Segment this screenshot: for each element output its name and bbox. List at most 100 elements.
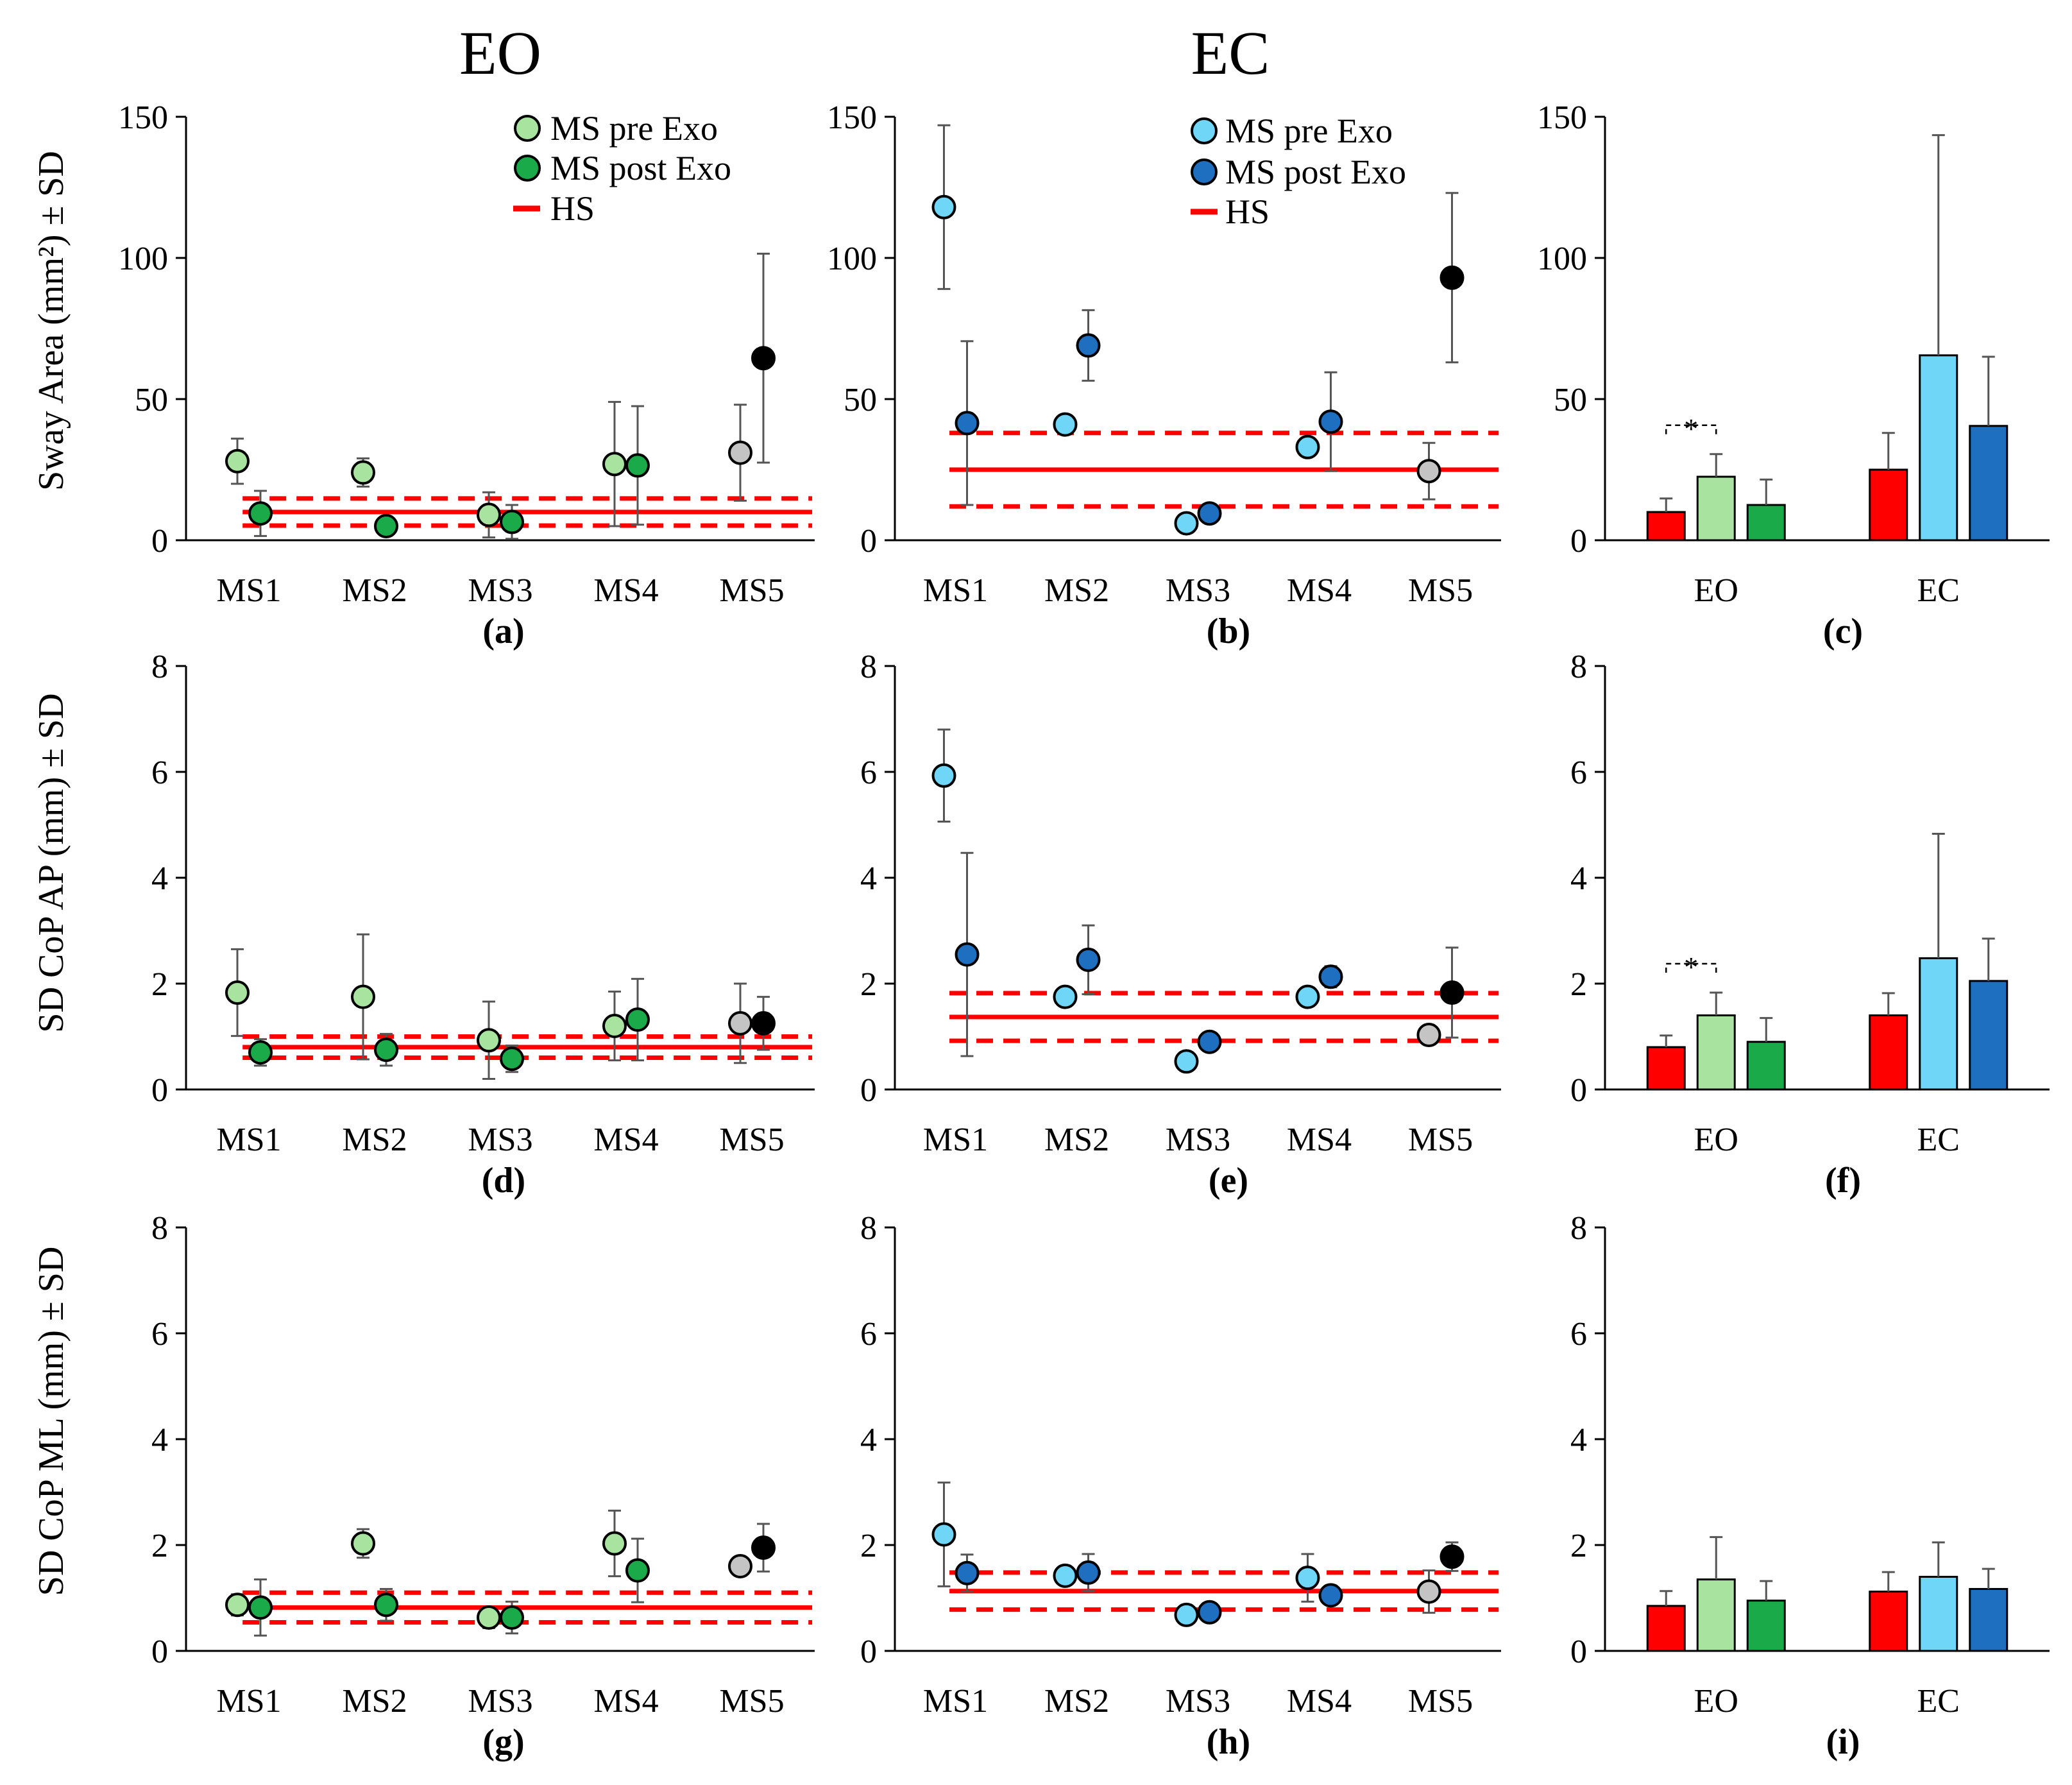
panel-g: 0 2 4 6 8 (g) MS1 MS2 MS3 MS4 MS5 xyxy=(151,1210,815,1762)
ms-pre-exo-point xyxy=(728,440,752,465)
y-tick-label: 50 xyxy=(1554,382,1587,418)
x-tick-label: EO xyxy=(1694,572,1738,609)
ms-pre-exo-point xyxy=(602,1014,627,1038)
ms-pre-exo-point xyxy=(1416,1579,1441,1604)
legend-eo-hs-label: HS xyxy=(550,189,595,228)
legend-ec-post-label: MS post Exo xyxy=(1225,153,1406,191)
ms-pre-exo-point xyxy=(1053,412,1078,437)
ms-pre-exo-bar xyxy=(1919,354,1958,542)
panel-label: (b) xyxy=(1207,611,1250,651)
significance-bracket xyxy=(1665,424,1717,434)
y-tick-label: 2 xyxy=(860,1528,877,1564)
ms-pre-exo-point xyxy=(1174,1602,1199,1627)
ms-pre-exo-point xyxy=(1053,984,1078,1009)
ms-post-exo-point xyxy=(751,1011,776,1036)
x-tick-label: MS1 xyxy=(923,1683,988,1720)
ms-post-exo-point xyxy=(751,1535,776,1560)
x-tick-label: MS5 xyxy=(719,1683,784,1720)
y-tick-label: 4 xyxy=(860,860,877,897)
ms-post-exo-point xyxy=(955,942,980,967)
x-tick-label: MS2 xyxy=(342,1683,407,1720)
x-tick-label: MS2 xyxy=(1044,1122,1109,1158)
y-tick-label: 2 xyxy=(151,966,168,1003)
hs-bar xyxy=(1869,1591,1908,1652)
y-tick-label: 2 xyxy=(151,1528,168,1564)
ms-pre-exo-point xyxy=(225,1593,250,1618)
x-tick-label: MS4 xyxy=(1287,1122,1352,1158)
x-tick-label: MS3 xyxy=(468,1122,532,1158)
y-axis-label-sd-cop-ml: SD CoP ML (mm) ± SD xyxy=(31,1247,71,1596)
column-title-eo: EO xyxy=(459,19,541,87)
ms-post-exo-point xyxy=(248,501,273,526)
legend-ec-pre-marker xyxy=(1191,117,1218,144)
ms-pre-exo-point xyxy=(351,984,375,1009)
ms-post-exo-point xyxy=(1318,1583,1343,1608)
x-tick-label: MS3 xyxy=(1166,1122,1230,1158)
y-tick-label: 0 xyxy=(151,1634,168,1670)
y-tick-label: 50 xyxy=(844,382,877,418)
panel-h: 0 2 4 6 8 (h) MS1 MS2 MS3 MS4 MS5 xyxy=(860,1210,1501,1762)
ms-post-exo-point xyxy=(1197,1600,1222,1625)
x-tick-label: MS2 xyxy=(1044,1683,1109,1720)
x-tick-label: EC xyxy=(1917,1683,1960,1720)
y-tick-label: 4 xyxy=(151,1422,168,1458)
y-tick-label: 0 xyxy=(1570,1634,1587,1670)
ms-post-exo-point xyxy=(625,1558,650,1583)
ms-pre-exo-point xyxy=(1416,1023,1441,1048)
y-tick-label: 2 xyxy=(860,966,877,1003)
ms-post-exo-point xyxy=(500,1605,524,1630)
x-tick-label: MS3 xyxy=(468,1683,532,1720)
panel-a: 0 50 100 150 (a) MS1 MS2 MS3 MS4 MS5 xyxy=(118,99,815,651)
ms-pre-exo-point xyxy=(1295,984,1320,1009)
ms-post-exo-point xyxy=(1197,501,1222,526)
y-tick-label: 6 xyxy=(1570,755,1587,791)
ms-pre-exo-point xyxy=(1295,434,1320,459)
panel-label: (f) xyxy=(1825,1161,1861,1200)
y-tick-label: 8 xyxy=(151,649,168,685)
y-tick-label: 100 xyxy=(827,241,877,277)
legend-ec-post-marker xyxy=(1191,158,1218,185)
y-tick-label: 4 xyxy=(151,860,168,897)
y-axis-label-sway-area: Sway Area (mm²) ± SD xyxy=(31,151,71,491)
y-tick-label: 4 xyxy=(1570,1422,1587,1458)
hs-bar xyxy=(1646,511,1686,542)
panel-d: 0 2 4 6 8 (d) MS1 MS2 MS3 MS4 MS5 xyxy=(151,649,815,1200)
ms-pre-exo-point xyxy=(602,452,627,477)
panel-label: (e) xyxy=(1209,1161,1248,1200)
x-tick-label: MS4 xyxy=(593,1122,658,1158)
panel-e: 0 2 4 6 8 (e) MS1 MS2 MS3 MS4 MS5 xyxy=(860,649,1501,1200)
x-tick-label: EO xyxy=(1694,1122,1738,1158)
ms-post-exo-point xyxy=(625,453,650,478)
x-tick-label: MS5 xyxy=(1408,572,1473,609)
y-tick-label: 8 xyxy=(151,1210,168,1247)
x-tick-label: MS1 xyxy=(923,572,988,609)
panel-label: (d) xyxy=(482,1161,525,1200)
ms-post-exo-point xyxy=(955,1560,980,1585)
ms-post-exo-bar xyxy=(1746,504,1786,542)
ms-pre-exo-point xyxy=(351,460,375,485)
x-tick-label: MS5 xyxy=(719,1122,784,1158)
y-tick-label: 0 xyxy=(1570,1072,1587,1109)
ms-pre-exo-bar xyxy=(1696,1578,1736,1652)
x-tick-label: MS1 xyxy=(216,572,281,609)
ms-post-exo-point xyxy=(374,514,398,538)
x-tick-label: EC xyxy=(1917,1122,1960,1158)
y-tick-label: 6 xyxy=(151,1316,168,1353)
panel-label: (g) xyxy=(482,1722,524,1762)
ms-pre-exo-point xyxy=(1295,1566,1320,1591)
ms-post-exo-point xyxy=(1076,333,1101,358)
y-tick-label: 0 xyxy=(860,523,877,559)
x-tick-label: MS1 xyxy=(216,1122,281,1158)
panel-f: 0 2 4 6 8 (f) EO EC * xyxy=(1570,649,2050,1200)
ms-pre-exo-bar xyxy=(1696,1014,1736,1091)
hs-bar xyxy=(1869,1014,1908,1091)
significance-bracket xyxy=(1665,962,1717,973)
ms-pre-exo-point xyxy=(728,1554,752,1578)
significance-star: * xyxy=(1684,413,1698,445)
ms-post-exo-point xyxy=(374,1038,398,1063)
ms-pre-exo-bar xyxy=(1696,475,1736,542)
ms-post-exo-point xyxy=(374,1593,398,1618)
x-tick-label: MS4 xyxy=(593,1683,658,1720)
x-tick-label: MS2 xyxy=(342,1122,407,1158)
ms-post-exo-point xyxy=(500,1046,524,1072)
